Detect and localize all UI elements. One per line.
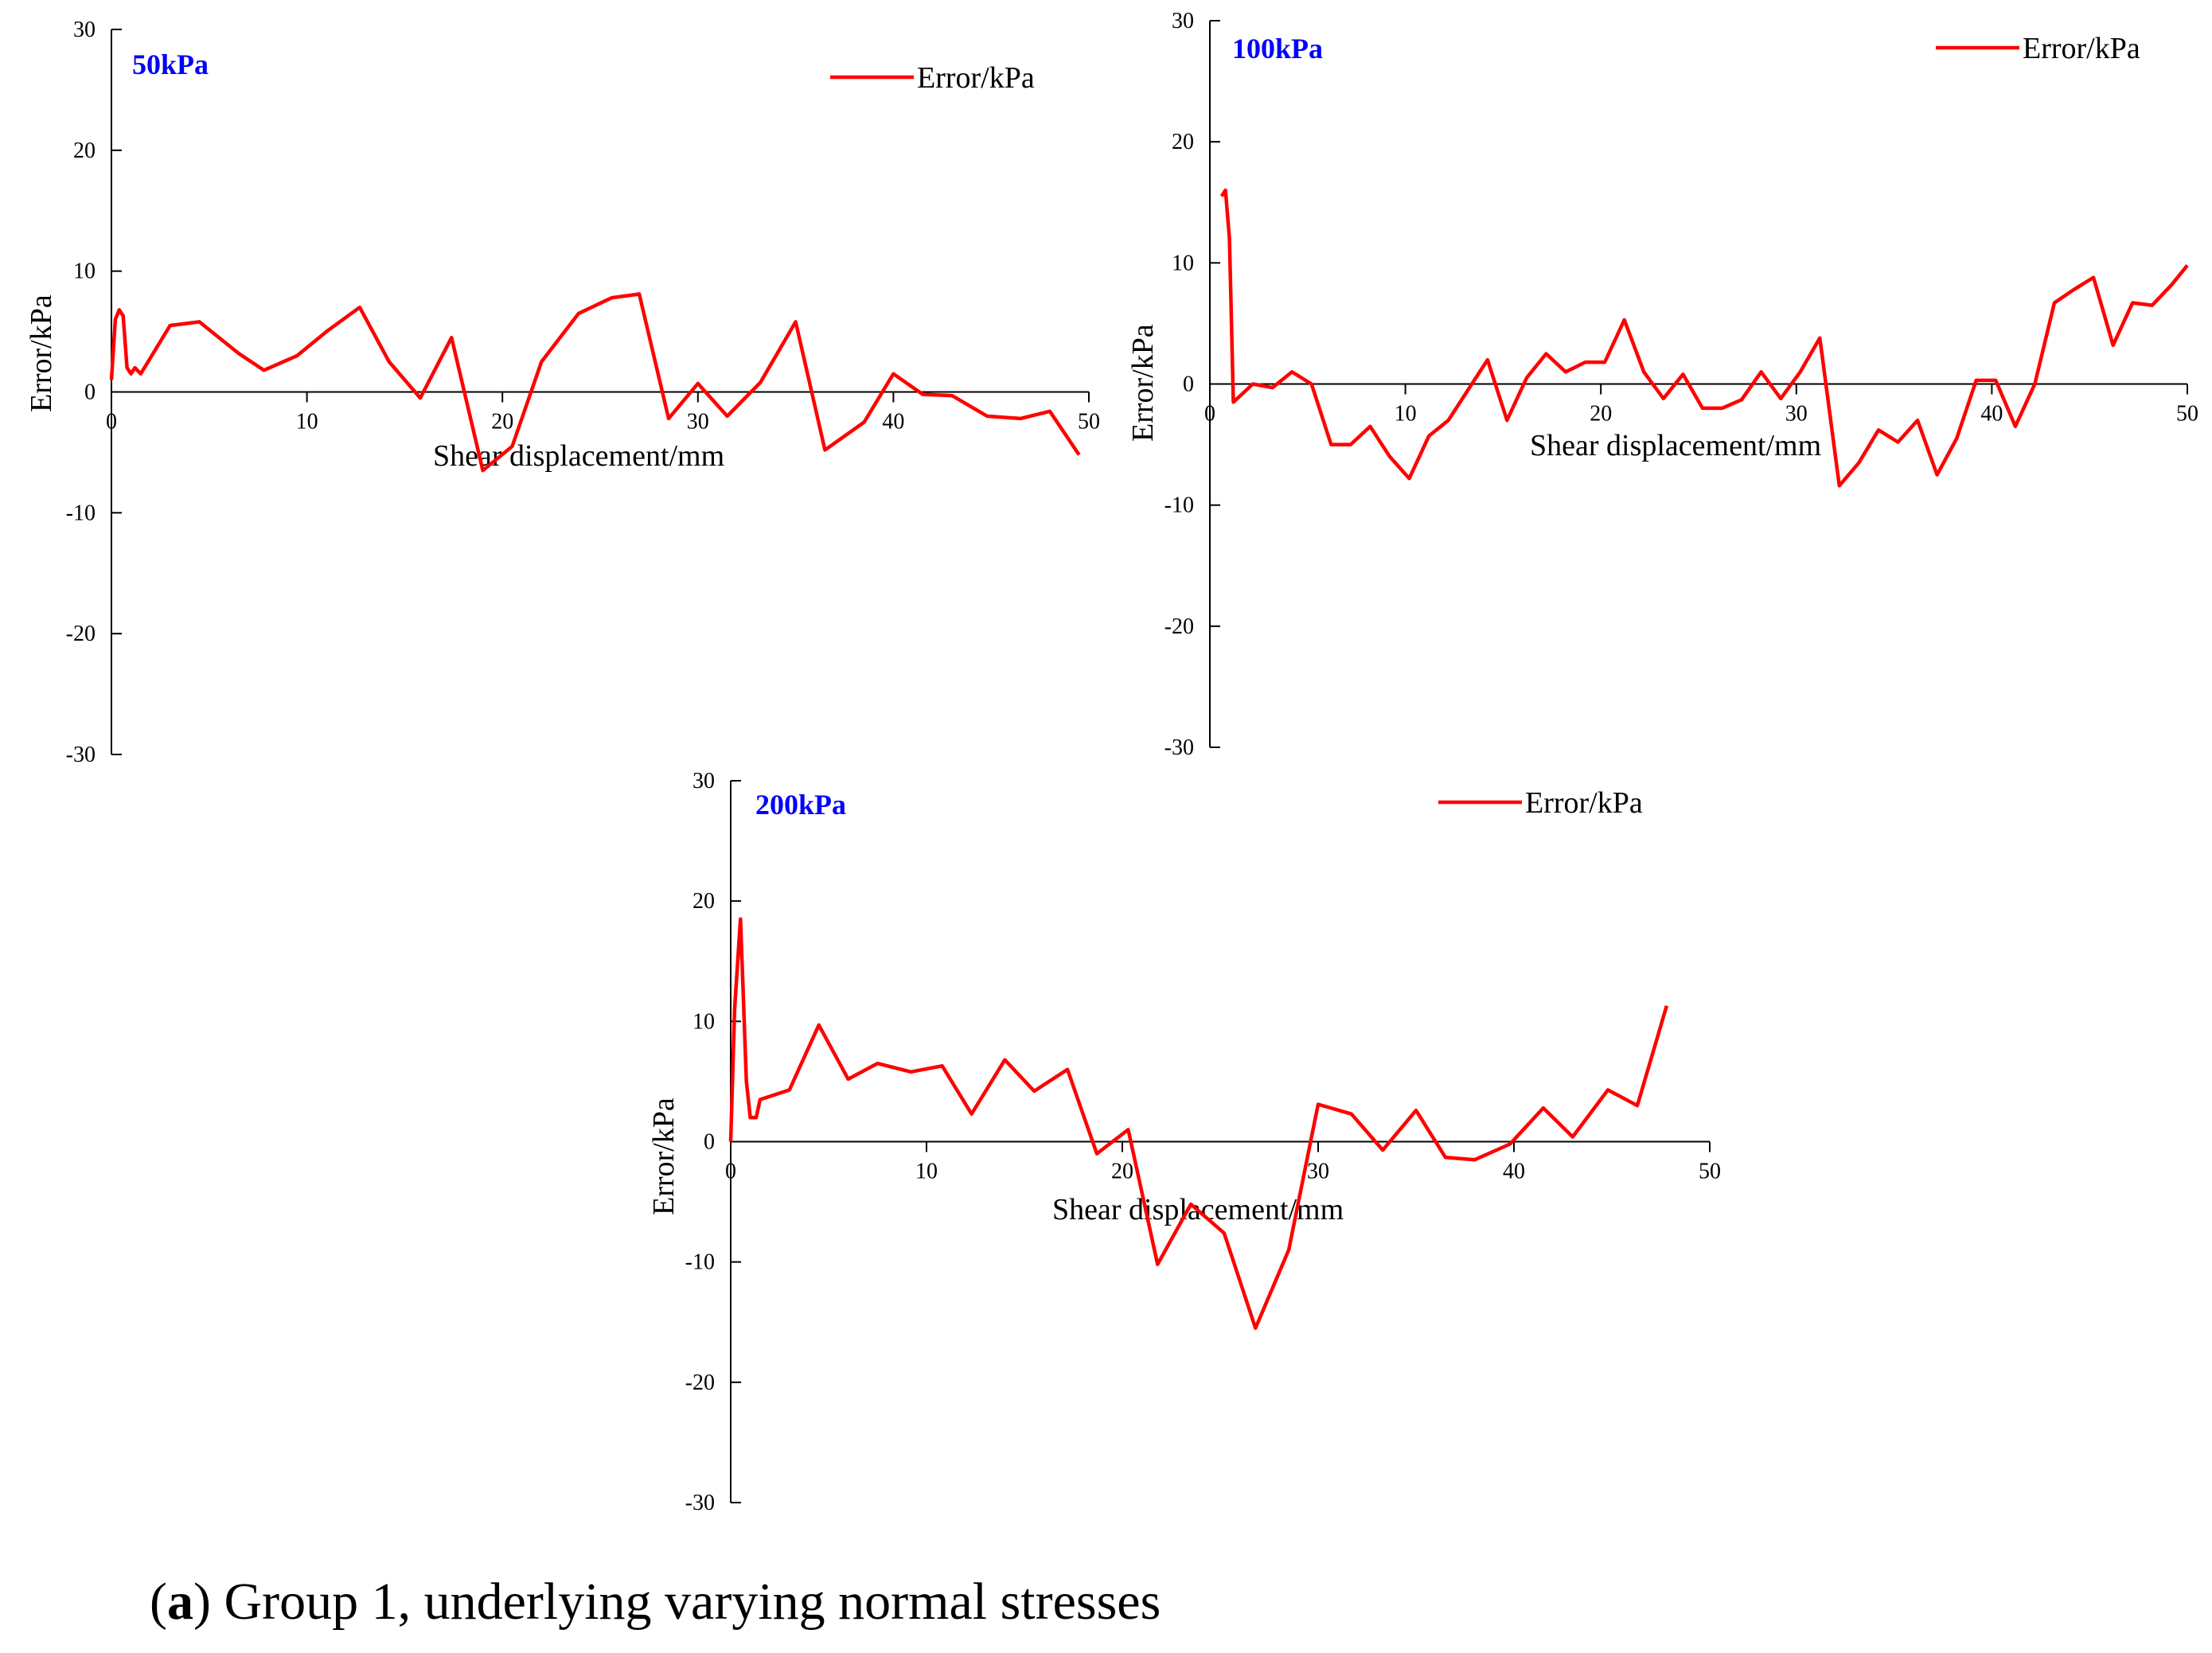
series-line [1219, 188, 2189, 488]
y-tick-label: 0 [84, 380, 96, 405]
panel-title: 200kPa [755, 789, 846, 821]
chart-panel-50kpa: 50kPa 30 20 10 0 -10 -20 -30 0 10 20 30 40 50 Error/… [25, 18, 1100, 767]
x-tick-label: 30 [1785, 402, 1808, 427]
x-tick-label: 0 [725, 1160, 736, 1184]
y-tick-label: -10 [66, 501, 96, 525]
panel-title: 100kPa [1232, 33, 1323, 64]
x-tick-label: 30 [1307, 1160, 1329, 1184]
x-tick-label: 40 [882, 410, 904, 435]
x-tick-label: 20 [1590, 402, 1612, 427]
panel-title: 50kPa [132, 49, 209, 80]
legend-label: Error/kPa [1525, 786, 1643, 820]
y-tick-label: 0 [1183, 372, 1194, 397]
series-line [109, 292, 1081, 473]
y-tick-label: 20 [73, 138, 96, 163]
y-tick-label: 10 [692, 1009, 715, 1034]
series-line [728, 917, 1669, 1331]
caption-letter: a [166, 1573, 193, 1631]
legend-label: Error/kPa [2023, 32, 2140, 65]
legend: Error/kPa [830, 61, 1035, 95]
x-tick-label: 0 [1204, 402, 1215, 427]
y-tick-label: 0 [704, 1130, 715, 1155]
y-tick-label: 20 [1172, 130, 1194, 154]
y-tick-label: -30 [66, 743, 96, 767]
x-tick-label: 50 [1078, 410, 1100, 435]
x-tick-label: 40 [1980, 402, 2003, 427]
y-tick-label: -30 [685, 1491, 715, 1515]
y-tick-label: 30 [73, 18, 96, 42]
x-tick-label: 20 [491, 410, 513, 435]
y-tick-label: -10 [685, 1250, 715, 1275]
axes: 30 20 10 0 -10 -20 -30 0 10 20 30 40 50 [685, 769, 1721, 1515]
axes: 30 20 10 0 -10 -20 -30 0 10 20 30 40 50 [1165, 9, 2198, 760]
y-tick-label: -20 [1165, 614, 1194, 639]
x-tick-label: 50 [2176, 402, 2198, 427]
y-tick-label: 30 [692, 769, 715, 793]
y-axis-title: Error/kPa [647, 1097, 681, 1215]
x-tick-label: 30 [687, 410, 709, 435]
y-tick-label: 20 [692, 889, 715, 914]
y-tick-label: -30 [1165, 735, 1194, 760]
y-tick-label: 30 [1172, 9, 1194, 33]
y-axis-title: Error/kPa [1126, 324, 1160, 442]
caption-text: Group 1, underlying varying normal stres… [224, 1573, 1161, 1631]
legend: Error/kPa [1936, 32, 2140, 65]
chart-panel-100kpa: 100kPa 30 20 10 0 -10 -20 -30 0 10 20 30 40 50 Error… [1126, 9, 2198, 760]
y-tick-label: -10 [1165, 493, 1194, 518]
y-axis-title: Error/kPa [25, 294, 58, 412]
legend: Error/kPa [1438, 786, 1643, 820]
chart-panel-200kpa: 200kPa 30 20 10 0 -10 -20 -30 0 10 20 30 40 50 Error… [647, 769, 1721, 1515]
x-tick-label: 20 [1111, 1160, 1133, 1184]
x-tick-label: 40 [1503, 1160, 1525, 1184]
x-axis-title: Shear displacement/mm [1530, 429, 1821, 462]
y-tick-label: -20 [66, 622, 96, 646]
y-tick-label: 10 [1172, 251, 1194, 275]
x-tick-label: 10 [296, 410, 318, 435]
figure-caption: (a) Group 1, underlying varying normal s… [150, 1573, 1161, 1631]
x-tick-label: 0 [106, 410, 117, 435]
y-tick-label: -20 [685, 1370, 715, 1395]
axes: 30 20 10 0 -10 -20 -30 0 10 20 30 40 50 [66, 18, 1100, 767]
legend-label: Error/kPa [917, 61, 1035, 95]
y-tick-label: 10 [73, 259, 96, 284]
x-tick-label: 50 [1699, 1160, 1721, 1184]
x-tick-label: 10 [1395, 402, 1417, 427]
x-tick-label: 10 [915, 1160, 938, 1184]
